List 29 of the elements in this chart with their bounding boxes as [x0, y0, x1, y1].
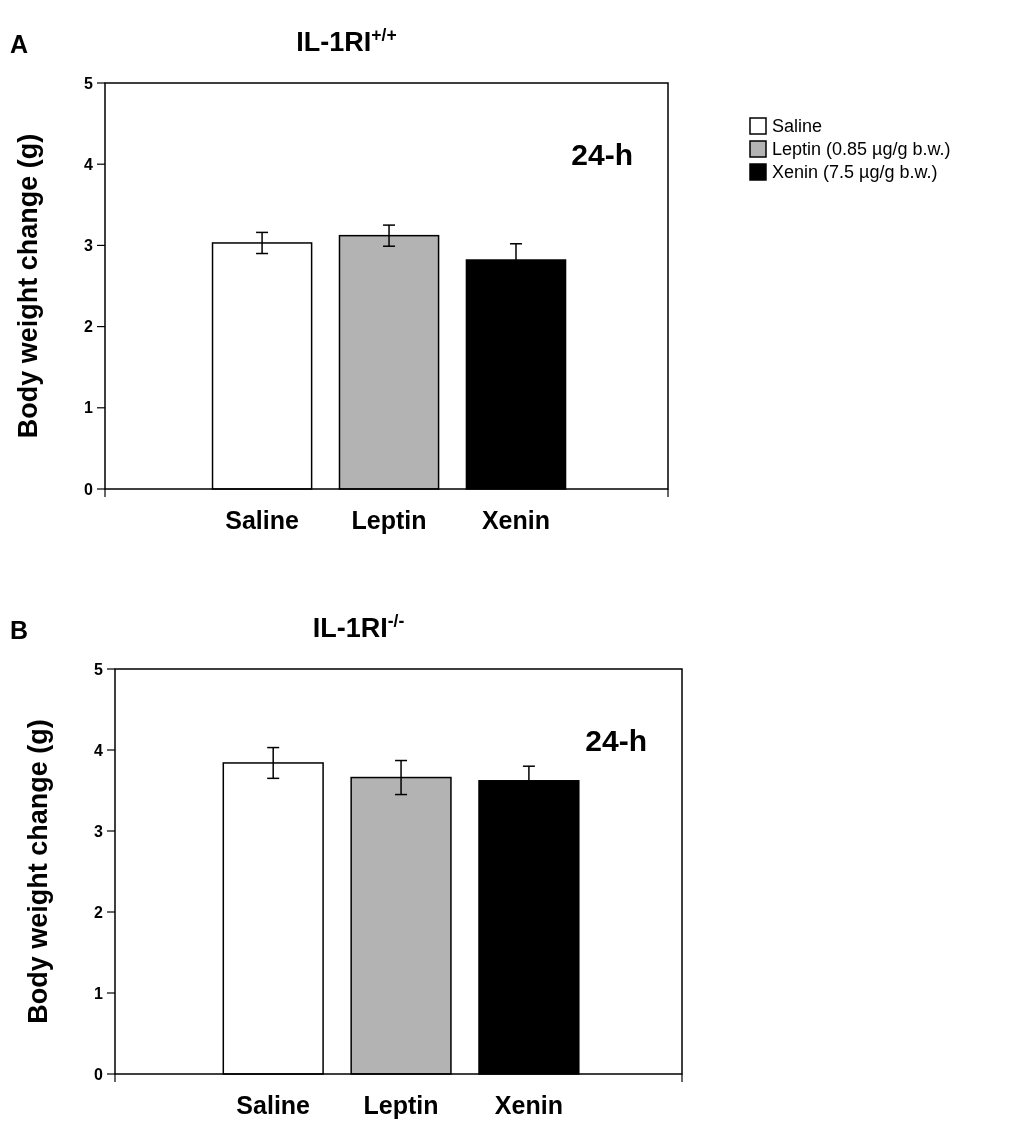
- annotation: 24-h: [571, 138, 633, 171]
- y-tick-label: 1: [94, 984, 104, 1002]
- text: B: [10, 616, 29, 644]
- x-tick-label: Saline: [225, 506, 299, 534]
- legend-label: Xenin (7.5 µg/g b.w.): [772, 162, 938, 183]
- chart-title: IL-1RI$^{-/-}$: [312, 611, 405, 643]
- y-axis-title: Body weight change (g): [23, 719, 53, 1024]
- x-tick-label: Leptin: [351, 506, 427, 534]
- y-tick-label: 1: [84, 399, 94, 417]
- y-tick-label: 5: [94, 660, 104, 678]
- y-tick-label: 4: [84, 155, 94, 173]
- x-tick-label: Xenin: [481, 506, 551, 534]
- y-tick-label: 4: [94, 741, 104, 759]
- y-tick-label: 3: [94, 822, 104, 840]
- y-tick-label: 2: [84, 318, 94, 336]
- y-axis-title: Body weight change (g): [13, 133, 43, 439]
- y-tick-label: 3: [84, 237, 94, 254]
- x-tick-label: Saline: [236, 1091, 311, 1119]
- y-tick-label: 5: [84, 74, 94, 92]
- x-tick-label: Xenin: [494, 1091, 563, 1119]
- y-tick-label: 2: [94, 903, 104, 921]
- y-tick-label: 0: [84, 480, 94, 498]
- annotation: 24-h: [585, 724, 647, 757]
- y-tick-label: 0: [94, 1065, 104, 1083]
- text: A: [10, 30, 29, 58]
- x-tick-label: Leptin: [363, 1091, 439, 1119]
- chart-title: IL-1RI$^{+/+}$: [296, 25, 397, 57]
- legend-label: Saline: [772, 116, 823, 137]
- legend-label: Leptin (0.85 µg/g b.w.): [772, 139, 951, 160]
